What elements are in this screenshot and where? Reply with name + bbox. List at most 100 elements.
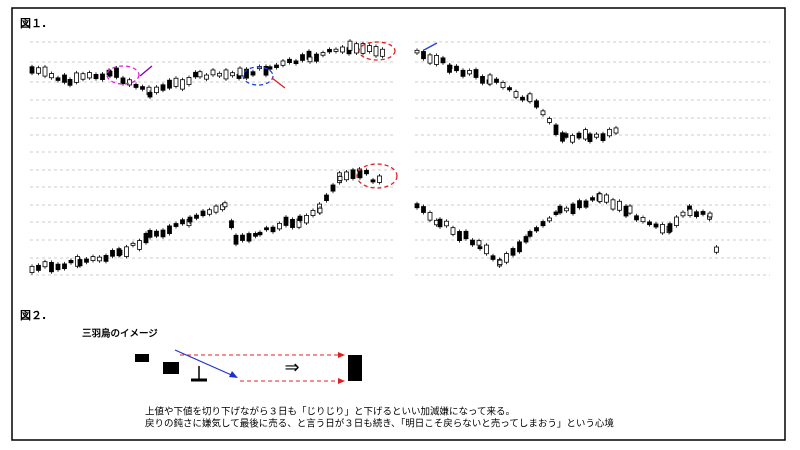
candle-body [280, 60, 286, 66]
candle-body [117, 249, 123, 256]
candle-body [210, 69, 216, 76]
candle-body [80, 73, 86, 80]
candle-body [147, 229, 153, 238]
candle-body [324, 194, 329, 201]
implies-arrow: ⇒ [284, 357, 299, 378]
candle-body [154, 86, 159, 94]
candle-body [130, 242, 136, 246]
candle-body [270, 226, 276, 233]
candle-body [570, 135, 575, 143]
candle-body [513, 91, 519, 98]
figure2-subtitle: 三羽烏のイメージ [82, 328, 158, 340]
candle-body [497, 259, 503, 265]
candle [135, 354, 149, 362]
candle-body [110, 249, 115, 257]
frame [11, 7, 786, 441]
candle-body [577, 200, 582, 209]
candle-body [293, 60, 299, 64]
candle-body [377, 175, 382, 183]
candle-body [223, 69, 229, 80]
candle-body [337, 176, 343, 181]
candle-body [510, 248, 516, 256]
candle-body [133, 83, 139, 88]
candle-body [180, 219, 185, 225]
candle-body [600, 133, 606, 141]
candle-body [124, 246, 129, 257]
candle-body [350, 169, 356, 179]
candle-body [557, 205, 563, 214]
candle-body [460, 69, 466, 77]
candle-body [447, 64, 453, 70]
candle-body [167, 225, 172, 234]
candle-body [627, 205, 633, 214]
candle-body [160, 84, 166, 91]
candle-body [476, 240, 482, 246]
candle-body [480, 76, 485, 84]
candle-body [373, 46, 379, 57]
candle-body [570, 203, 576, 215]
candle-body [694, 211, 699, 217]
candle-body [427, 212, 433, 221]
candle-body [222, 202, 228, 208]
candle-body [277, 222, 282, 230]
candle-body [463, 230, 469, 240]
candle-body [523, 236, 529, 243]
candle-body [434, 55, 439, 65]
caption-line: 戻りの鈍さに嫌気して最後に売る、と言う日が３日も続き、「明日こそ戻らないと売って… [145, 418, 614, 430]
candle-body [290, 218, 295, 228]
candle-body [367, 45, 372, 52]
candle-body [167, 79, 172, 89]
candle-body [527, 93, 533, 103]
candle-body [87, 72, 92, 79]
candle-body [137, 240, 142, 250]
candle-body [244, 68, 249, 79]
candle-body [517, 241, 522, 253]
candle-body [253, 233, 258, 237]
candle-body [204, 74, 209, 80]
figure2-label: 図２. [20, 308, 46, 322]
candle-body [427, 54, 433, 64]
candle-body [213, 205, 219, 213]
candle-body [473, 69, 479, 78]
candle-body [320, 52, 326, 56]
candle-body [230, 72, 235, 77]
candle-body [180, 79, 185, 90]
candle-body [263, 66, 269, 76]
candle-body [333, 48, 339, 52]
highlight-ellipse [106, 65, 140, 85]
candle-body [42, 66, 48, 77]
candle-body [653, 223, 659, 228]
candle-body [700, 211, 706, 215]
pointer [139, 65, 153, 77]
highlight-ellipse [356, 163, 398, 189]
candle-body [240, 234, 245, 241]
candle-body [540, 110, 546, 116]
arrow-head [229, 371, 238, 378]
trend-arrow [174, 349, 237, 378]
candle-body [207, 209, 212, 215]
candle-body [477, 246, 483, 250]
figure1-label: 図１. [20, 16, 46, 30]
candle-body [444, 220, 449, 227]
candle-body [540, 221, 546, 227]
candle-body [67, 79, 73, 86]
candle-body [553, 124, 559, 135]
candle-body [143, 233, 149, 244]
candle-body [114, 67, 119, 78]
candle-body [421, 51, 426, 60]
candle-body [500, 81, 506, 89]
candle-body [237, 67, 243, 77]
candle-body [640, 217, 646, 223]
candle-body [450, 227, 456, 235]
candle-body [317, 207, 323, 214]
candle-body [193, 71, 198, 78]
candle-body [304, 215, 309, 224]
candle-body [42, 261, 48, 268]
candle-body [107, 70, 113, 77]
candle-body [613, 127, 619, 134]
candle-body [84, 258, 89, 263]
candle-body [200, 210, 206, 217]
candle-body [340, 46, 345, 53]
candle-body [354, 43, 359, 54]
candle-body [173, 77, 179, 87]
